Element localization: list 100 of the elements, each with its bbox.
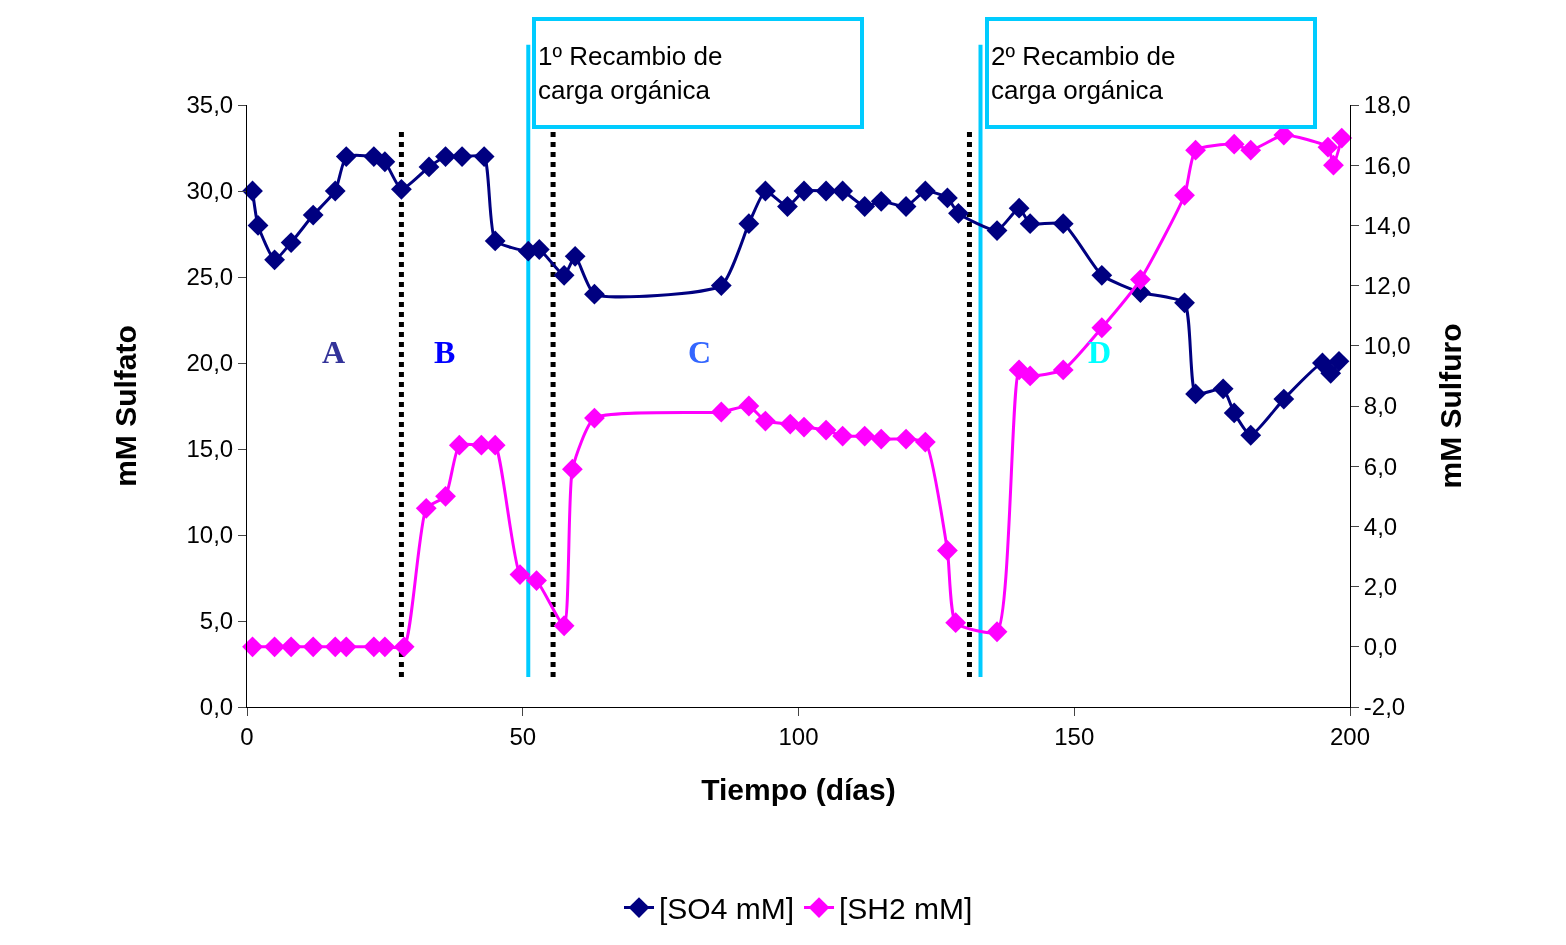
annotation: A — [322, 334, 346, 370]
point — [854, 425, 876, 447]
legend-label: [SO4 mM] — [659, 892, 795, 926]
point — [1323, 154, 1344, 176]
point — [393, 636, 415, 658]
y2-tick-label: 8,0 — [1363, 392, 1398, 420]
point — [738, 213, 760, 235]
point — [509, 564, 531, 585]
point — [793, 180, 815, 202]
y-tick-label: 15,0 — [186, 435, 234, 463]
point — [815, 419, 837, 441]
point — [1052, 359, 1074, 381]
point — [895, 428, 917, 450]
point — [302, 204, 324, 226]
y-tick-label: 20,0 — [186, 349, 234, 377]
y2-tick-label: 14,0 — [1363, 211, 1411, 239]
point — [870, 428, 892, 450]
point — [247, 215, 269, 236]
point — [1223, 402, 1245, 424]
y2-axis-title: mM Sulfuro — [1434, 323, 1468, 489]
point — [937, 540, 958, 561]
point — [1212, 378, 1234, 400]
point — [1240, 139, 1262, 161]
point — [832, 425, 854, 447]
point — [1223, 133, 1245, 155]
ref-line-label: 2º Recambio de carga orgánica — [991, 41, 1176, 105]
point — [986, 621, 1008, 643]
point — [1328, 350, 1350, 372]
y2-tick-label: 10,0 — [1363, 332, 1411, 360]
point — [948, 202, 969, 224]
ref-line-label: 1º Recambio de carga orgánica — [538, 41, 723, 105]
point — [584, 283, 605, 305]
x-tick-label: 0 — [240, 722, 254, 750]
y-axis-title: mM Sulfato — [109, 325, 143, 487]
point — [451, 146, 473, 167]
point — [561, 458, 583, 480]
point — [526, 570, 547, 591]
point — [1091, 317, 1113, 339]
point — [1240, 424, 1262, 446]
point — [793, 416, 815, 438]
point — [584, 407, 605, 429]
point — [710, 401, 732, 423]
point — [1174, 292, 1195, 314]
y2-tick-label: 2,0 — [1363, 573, 1398, 600]
point — [895, 196, 917, 217]
y2-tick-label: 0,0 — [1363, 633, 1398, 661]
point — [1320, 362, 1342, 384]
x-tick-label: 100 — [778, 722, 819, 750]
y-tick-label: 30,0 — [186, 177, 234, 205]
point — [937, 187, 958, 209]
x-tick-label: 150 — [1054, 722, 1095, 750]
point — [738, 395, 760, 417]
point — [854, 196, 876, 217]
point — [374, 151, 396, 173]
point — [815, 180, 837, 202]
y2-tick-label: 16,0 — [1363, 151, 1411, 179]
y2-tick-label: 18,0 — [1363, 91, 1411, 119]
point — [264, 249, 285, 271]
point — [280, 232, 302, 253]
point — [755, 180, 776, 202]
point — [415, 497, 437, 519]
y2-tick-label: -2,0 — [1363, 693, 1406, 721]
point — [1019, 213, 1041, 235]
point — [986, 220, 1008, 241]
point — [914, 180, 936, 202]
point — [553, 264, 575, 286]
point — [1317, 136, 1339, 158]
point — [1331, 127, 1353, 149]
point — [435, 146, 456, 167]
y2-tick-label: 6,0 — [1363, 452, 1398, 480]
x-axis-title: Tiempo (días) — [701, 773, 896, 807]
point — [564, 245, 586, 267]
point — [435, 485, 456, 507]
point — [945, 612, 967, 634]
point — [755, 410, 776, 432]
annotation: D — [1088, 334, 1112, 370]
y-tick-label: 0,0 — [199, 693, 234, 721]
point — [710, 275, 732, 296]
y-tick-label: 25,0 — [186, 263, 234, 291]
point — [448, 434, 470, 456]
point — [777, 196, 798, 217]
point — [324, 180, 346, 202]
point — [1052, 213, 1074, 235]
x-tick-label: 50 — [509, 722, 537, 750]
point — [1019, 365, 1041, 387]
annotation: B — [434, 334, 456, 370]
x-tick-label: 200 — [1329, 722, 1371, 750]
y-tick-label: 35,0 — [186, 91, 234, 119]
point — [391, 178, 412, 200]
point — [553, 615, 575, 637]
point — [1273, 388, 1295, 410]
point — [473, 146, 495, 167]
point — [832, 180, 854, 202]
point — [280, 636, 302, 658]
point — [418, 156, 440, 178]
point — [335, 146, 357, 167]
point — [1008, 197, 1030, 219]
y-tick-label: 10,0 — [186, 521, 234, 549]
point — [484, 230, 506, 252]
y-tick-label: 5,0 — [199, 607, 234, 635]
